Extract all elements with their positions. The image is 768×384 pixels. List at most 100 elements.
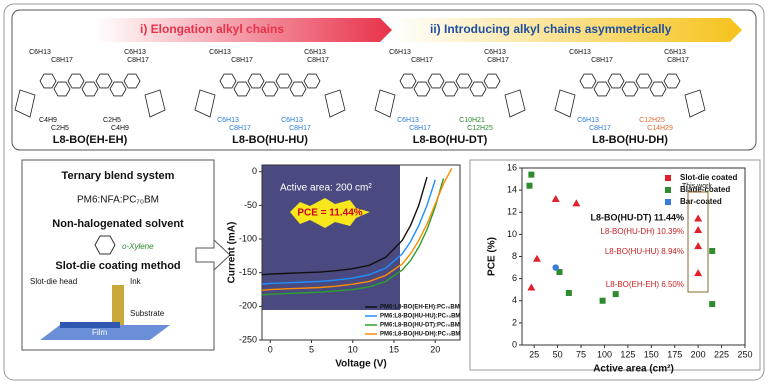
- ring: [399, 73, 417, 89]
- plot-frame: [261, 164, 461, 341]
- side-chain: C6H13: [217, 117, 239, 124]
- panel-heading: Non-halogenated solvent: [52, 218, 184, 230]
- y-tick-label: 14: [507, 185, 517, 195]
- molecule-name: L8-BO(HU-HU): [232, 134, 308, 146]
- x-tick-label: 100: [597, 349, 612, 359]
- side-chain: C6H13: [304, 49, 326, 56]
- y-tick-label: -150: [239, 267, 257, 277]
- molecule-name: L8-BO(HU-DH): [592, 134, 668, 146]
- side-chain: C2H5: [103, 117, 121, 124]
- legend-swatch: [665, 187, 671, 193]
- ring: [53, 81, 71, 97]
- ring: [275, 73, 293, 89]
- solvent-name: o-Xylene: [122, 242, 154, 251]
- side-chain: C8H17: [51, 57, 73, 64]
- ring: [81, 81, 99, 97]
- legend-label: PM6:L8-BO(HU-HU):PC₇₀BM: [380, 314, 460, 320]
- chart-panel: [469, 159, 761, 371]
- y-tick-label: -250: [239, 334, 257, 344]
- end-group: [554, 89, 576, 118]
- x-tick-label: 0: [268, 344, 273, 354]
- diagram-label: Substrate: [130, 309, 165, 318]
- side-chain: C6H13: [397, 117, 419, 124]
- molecule-name: L8-BO(EH-EH): [53, 134, 128, 146]
- point: [599, 297, 606, 304]
- jv-curve: [261, 179, 436, 285]
- side-chain: C14H29: [647, 125, 673, 132]
- legend-label: Slot-die coated: [680, 173, 737, 182]
- end-group: [684, 89, 706, 118]
- x-tick-label: 150: [644, 349, 659, 359]
- y-tick-label: 0: [252, 166, 257, 176]
- banner-text: ii) Introducing alkyl chains asymmetrica…: [430, 22, 672, 36]
- ring: [289, 81, 307, 97]
- x-tick-label: 75: [576, 349, 586, 359]
- point: [532, 254, 541, 262]
- top-panel: [11, 9, 757, 151]
- point: [572, 199, 581, 207]
- end-group: [324, 89, 346, 118]
- point: [694, 269, 703, 277]
- side-chain: C6H13: [281, 117, 303, 124]
- end-group: [194, 89, 216, 118]
- point: [694, 214, 703, 222]
- x-tick-label: 125: [620, 349, 635, 359]
- ring: [579, 73, 597, 89]
- legend-label: Bar-coated: [680, 197, 722, 206]
- ring: [95, 73, 113, 89]
- x-tick-label: 50: [553, 349, 563, 359]
- side-chain: C2H5: [51, 125, 69, 132]
- x-tick-label: 25: [529, 349, 539, 359]
- substrate: [40, 325, 170, 340]
- y-tick-label: -200: [239, 301, 257, 311]
- side-chain: C6H13: [389, 49, 411, 56]
- banner-arrow: [95, 18, 392, 42]
- ring: [469, 81, 487, 97]
- side-chain: C8H17: [591, 57, 613, 64]
- point: [556, 268, 563, 275]
- banner-text: i) Elongation alkyl chains: [140, 22, 284, 36]
- y-tick-label: 16: [507, 162, 517, 172]
- side-chain: C8H17: [127, 57, 149, 64]
- side-chain: C6H13: [29, 49, 51, 56]
- point: [551, 194, 560, 202]
- ring: [427, 73, 445, 89]
- y-tick-label: -50: [244, 200, 257, 210]
- x-axis-label: Voltage (V): [335, 359, 386, 370]
- ring: [593, 81, 611, 97]
- molecule-name: L8-BO(HU-DT): [413, 134, 488, 146]
- y-axis-label: Current (mA): [227, 222, 238, 284]
- ring: [621, 81, 639, 97]
- side-chain: C6H13: [569, 49, 591, 56]
- ring: [67, 73, 85, 89]
- legend-label: PM6:L8-BO(HU-DH):PC₇₀BM: [380, 332, 460, 338]
- point: [565, 290, 572, 297]
- legend-swatch: [665, 175, 671, 181]
- y-tick-label: 6: [512, 273, 517, 283]
- x-tick-label: 225: [714, 349, 729, 359]
- side-chain: C12H25: [639, 117, 665, 124]
- ring: [219, 73, 237, 89]
- point: [694, 242, 703, 250]
- point: [527, 283, 536, 291]
- y-tick-label: -100: [239, 233, 257, 243]
- end-group: [14, 89, 36, 118]
- ring: [455, 73, 473, 89]
- y-axis-label: PCE (%): [487, 237, 498, 276]
- ring: [233, 81, 251, 97]
- end-group: [504, 89, 526, 118]
- jv-curve: [261, 168, 453, 291]
- side-chain: C4H9: [111, 125, 129, 132]
- x-tick-label: 5: [309, 344, 314, 354]
- ring: [39, 73, 57, 89]
- side-chain: C8H17: [307, 57, 329, 64]
- side-chain: C8H17: [289, 125, 311, 132]
- x-tick-label: 175: [667, 349, 682, 359]
- x-axis-label: Active area (cm²): [593, 364, 674, 375]
- jv-curve: [261, 176, 428, 276]
- molecules: C6H13C8H17C4H9C2H5C2H5C4H9C6H13C8H17L8-B…: [14, 49, 706, 146]
- arrow: [195, 238, 231, 272]
- film: [60, 322, 120, 328]
- side-chain: C6H13: [484, 49, 506, 56]
